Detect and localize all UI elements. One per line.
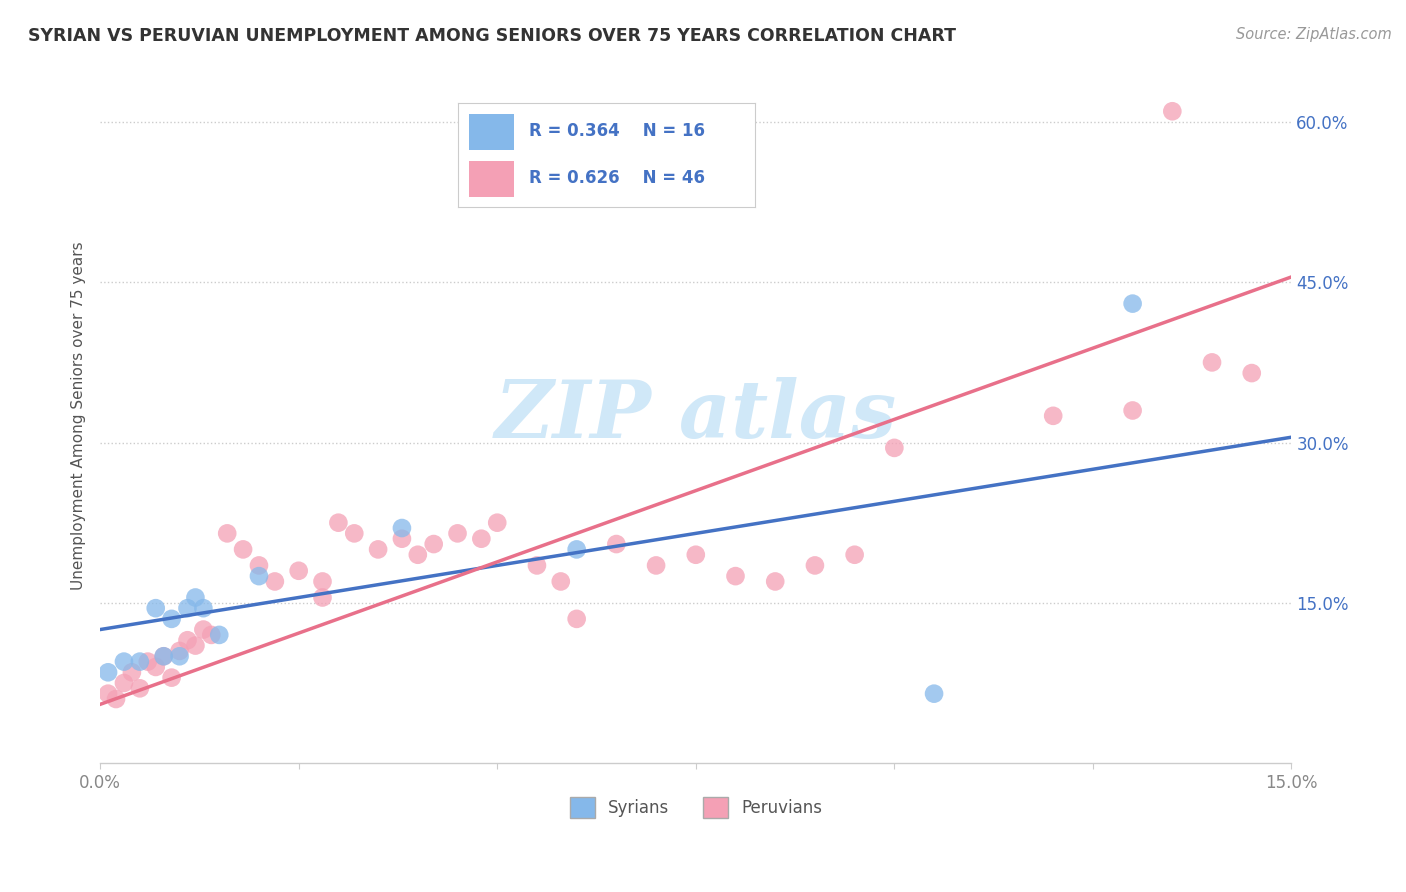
Point — [883, 441, 905, 455]
Point — [217, 526, 239, 541]
Point — [105, 692, 128, 706]
Point — [247, 569, 270, 583]
Point — [287, 564, 309, 578]
Point — [724, 569, 747, 583]
Text: Source: ZipAtlas.com: Source: ZipAtlas.com — [1236, 27, 1392, 42]
Point — [193, 623, 215, 637]
Point — [152, 649, 174, 664]
Point — [486, 516, 509, 530]
Y-axis label: Unemployment Among Seniors over 75 years: Unemployment Among Seniors over 75 years — [72, 242, 86, 591]
Point — [97, 665, 120, 680]
Point — [1122, 296, 1144, 310]
Point — [1161, 104, 1184, 119]
Point — [391, 532, 413, 546]
Point — [565, 612, 588, 626]
Point — [685, 548, 707, 562]
Point — [121, 665, 143, 680]
Point — [184, 639, 207, 653]
Point — [145, 601, 167, 615]
Point — [112, 655, 135, 669]
Point — [184, 591, 207, 605]
Point — [1201, 355, 1223, 369]
Point — [128, 681, 150, 696]
Point — [470, 532, 492, 546]
Point — [128, 655, 150, 669]
Point — [550, 574, 572, 589]
Point — [391, 521, 413, 535]
Point — [526, 558, 548, 573]
Point — [367, 542, 389, 557]
Point — [193, 601, 215, 615]
Point — [169, 644, 191, 658]
Point — [136, 655, 159, 669]
Point — [208, 628, 231, 642]
Point — [645, 558, 668, 573]
Point — [1042, 409, 1064, 423]
Point — [763, 574, 786, 589]
Point — [169, 649, 191, 664]
Point — [328, 516, 350, 530]
Point — [1240, 366, 1263, 380]
Point — [112, 676, 135, 690]
Point — [263, 574, 285, 589]
Point — [176, 633, 198, 648]
Legend: Syrians, Peruvians: Syrians, Peruvians — [562, 790, 828, 824]
Point — [922, 687, 945, 701]
Point — [232, 542, 254, 557]
Point — [343, 526, 366, 541]
Point — [97, 687, 120, 701]
Text: ZIP atlas: ZIP atlas — [495, 377, 897, 455]
Point — [565, 542, 588, 557]
Point — [160, 612, 183, 626]
Text: SYRIAN VS PERUVIAN UNEMPLOYMENT AMONG SENIORS OVER 75 YEARS CORRELATION CHART: SYRIAN VS PERUVIAN UNEMPLOYMENT AMONG SE… — [28, 27, 956, 45]
Point — [1122, 403, 1144, 417]
Point — [804, 558, 827, 573]
Point — [406, 548, 429, 562]
Point — [200, 628, 222, 642]
Point — [152, 649, 174, 664]
Point — [844, 548, 866, 562]
Point — [247, 558, 270, 573]
Point — [145, 660, 167, 674]
Point — [160, 671, 183, 685]
Point — [311, 591, 333, 605]
Point — [176, 601, 198, 615]
Point — [605, 537, 627, 551]
Point — [446, 526, 468, 541]
Point — [422, 537, 444, 551]
Point — [311, 574, 333, 589]
